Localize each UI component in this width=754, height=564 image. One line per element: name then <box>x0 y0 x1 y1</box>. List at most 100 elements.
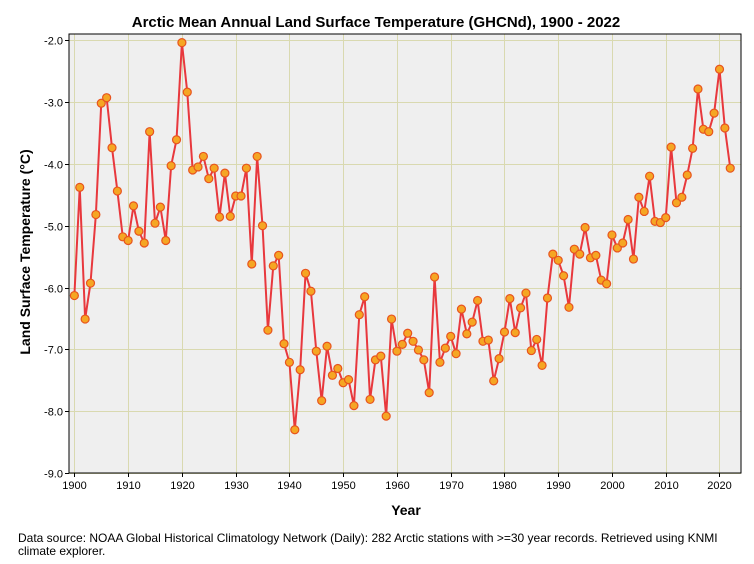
plot-frame <box>68 33 742 474</box>
data-point <box>386 314 397 324</box>
x-tick-label: 2010 <box>654 480 678 492</box>
data-point <box>381 411 391 421</box>
data-point <box>532 334 542 345</box>
data-point <box>494 354 504 364</box>
data-point <box>467 317 477 327</box>
data-point <box>462 329 472 339</box>
data-point <box>661 213 671 223</box>
data-point <box>515 303 526 313</box>
data-point <box>489 376 499 386</box>
data-point <box>236 191 246 201</box>
data-point <box>252 151 262 162</box>
data-point <box>397 339 407 349</box>
data-point <box>69 290 79 301</box>
data-point <box>435 357 445 367</box>
data-point <box>591 250 601 260</box>
data-point <box>290 425 300 435</box>
data-point <box>96 98 106 108</box>
data-series <box>69 38 735 435</box>
data-point <box>263 325 273 335</box>
data-point <box>666 142 676 152</box>
data-point <box>720 123 730 133</box>
data-point <box>360 292 370 302</box>
x-tick-label: 1910 <box>116 480 140 492</box>
x-tick-label: 1930 <box>224 480 248 492</box>
data-point <box>268 261 278 271</box>
data-point <box>682 170 692 180</box>
data-point <box>510 328 520 338</box>
data-point <box>607 230 617 240</box>
data-point <box>575 249 585 259</box>
data-point <box>440 343 450 353</box>
data-point <box>505 294 515 304</box>
y-tick-label: -5.0 <box>44 222 63 234</box>
data-point <box>601 279 612 289</box>
data-point <box>150 218 160 228</box>
data-point <box>483 335 493 345</box>
data-point <box>392 346 402 356</box>
data-point <box>499 327 510 337</box>
source-note: Data source: NOAA Global Historical Clim… <box>18 531 718 558</box>
data-point <box>182 87 192 97</box>
gridlines <box>69 34 741 474</box>
data-point <box>112 186 122 196</box>
data-point <box>139 238 149 248</box>
data-point <box>628 254 639 264</box>
data-point <box>580 222 590 233</box>
data-point <box>645 171 655 181</box>
data-point <box>295 365 305 375</box>
data-point <box>274 250 284 260</box>
data-point <box>451 349 461 359</box>
x-axis-title: Year <box>391 502 421 518</box>
data-point <box>161 235 171 246</box>
data-point <box>634 192 644 202</box>
data-point <box>75 182 85 192</box>
data-point <box>408 336 418 346</box>
data-point <box>725 163 735 173</box>
data-point <box>709 108 719 118</box>
data-point <box>311 346 321 356</box>
data-point <box>204 174 214 184</box>
data-point <box>123 235 133 246</box>
y-tick-label: -8.0 <box>44 407 63 419</box>
data-point <box>107 143 117 153</box>
data-point <box>537 360 547 371</box>
data-point <box>413 345 424 355</box>
data-point <box>134 226 144 236</box>
data-point <box>403 328 413 338</box>
data-point <box>424 388 434 398</box>
data-point <box>257 221 268 231</box>
data-point <box>327 370 338 380</box>
data-point <box>623 214 633 225</box>
data-point <box>177 38 187 48</box>
y-tick-label: -2.0 <box>44 36 63 48</box>
data-point <box>247 259 257 269</box>
data-point <box>220 168 230 178</box>
data-point <box>333 363 343 374</box>
x-tick-label: 2020 <box>707 480 731 492</box>
data-point <box>155 202 165 212</box>
axes: -9.0 -8.0 -7.0 -6.0 -5.0 -4.0 -3.0 -2.0 1900 1910… <box>44 36 732 493</box>
data-point <box>85 278 96 288</box>
data-point <box>145 127 155 137</box>
data-point <box>693 84 703 94</box>
x-tick-label: 1920 <box>170 480 194 492</box>
data-point <box>677 192 687 202</box>
data-point <box>209 163 219 173</box>
x-tick-label: 1950 <box>331 480 355 492</box>
data-point <box>564 302 574 312</box>
data-point <box>166 161 176 171</box>
data-point <box>704 127 714 137</box>
data-point <box>102 93 112 103</box>
data-point <box>548 249 558 259</box>
x-tick-label: 2000 <box>600 480 624 492</box>
data-point <box>349 401 359 411</box>
data-point <box>456 304 467 314</box>
data-point <box>128 201 139 211</box>
data-point <box>618 238 628 248</box>
data-point <box>80 314 90 324</box>
x-tick-label: 1980 <box>492 480 516 492</box>
data-point <box>542 293 553 303</box>
